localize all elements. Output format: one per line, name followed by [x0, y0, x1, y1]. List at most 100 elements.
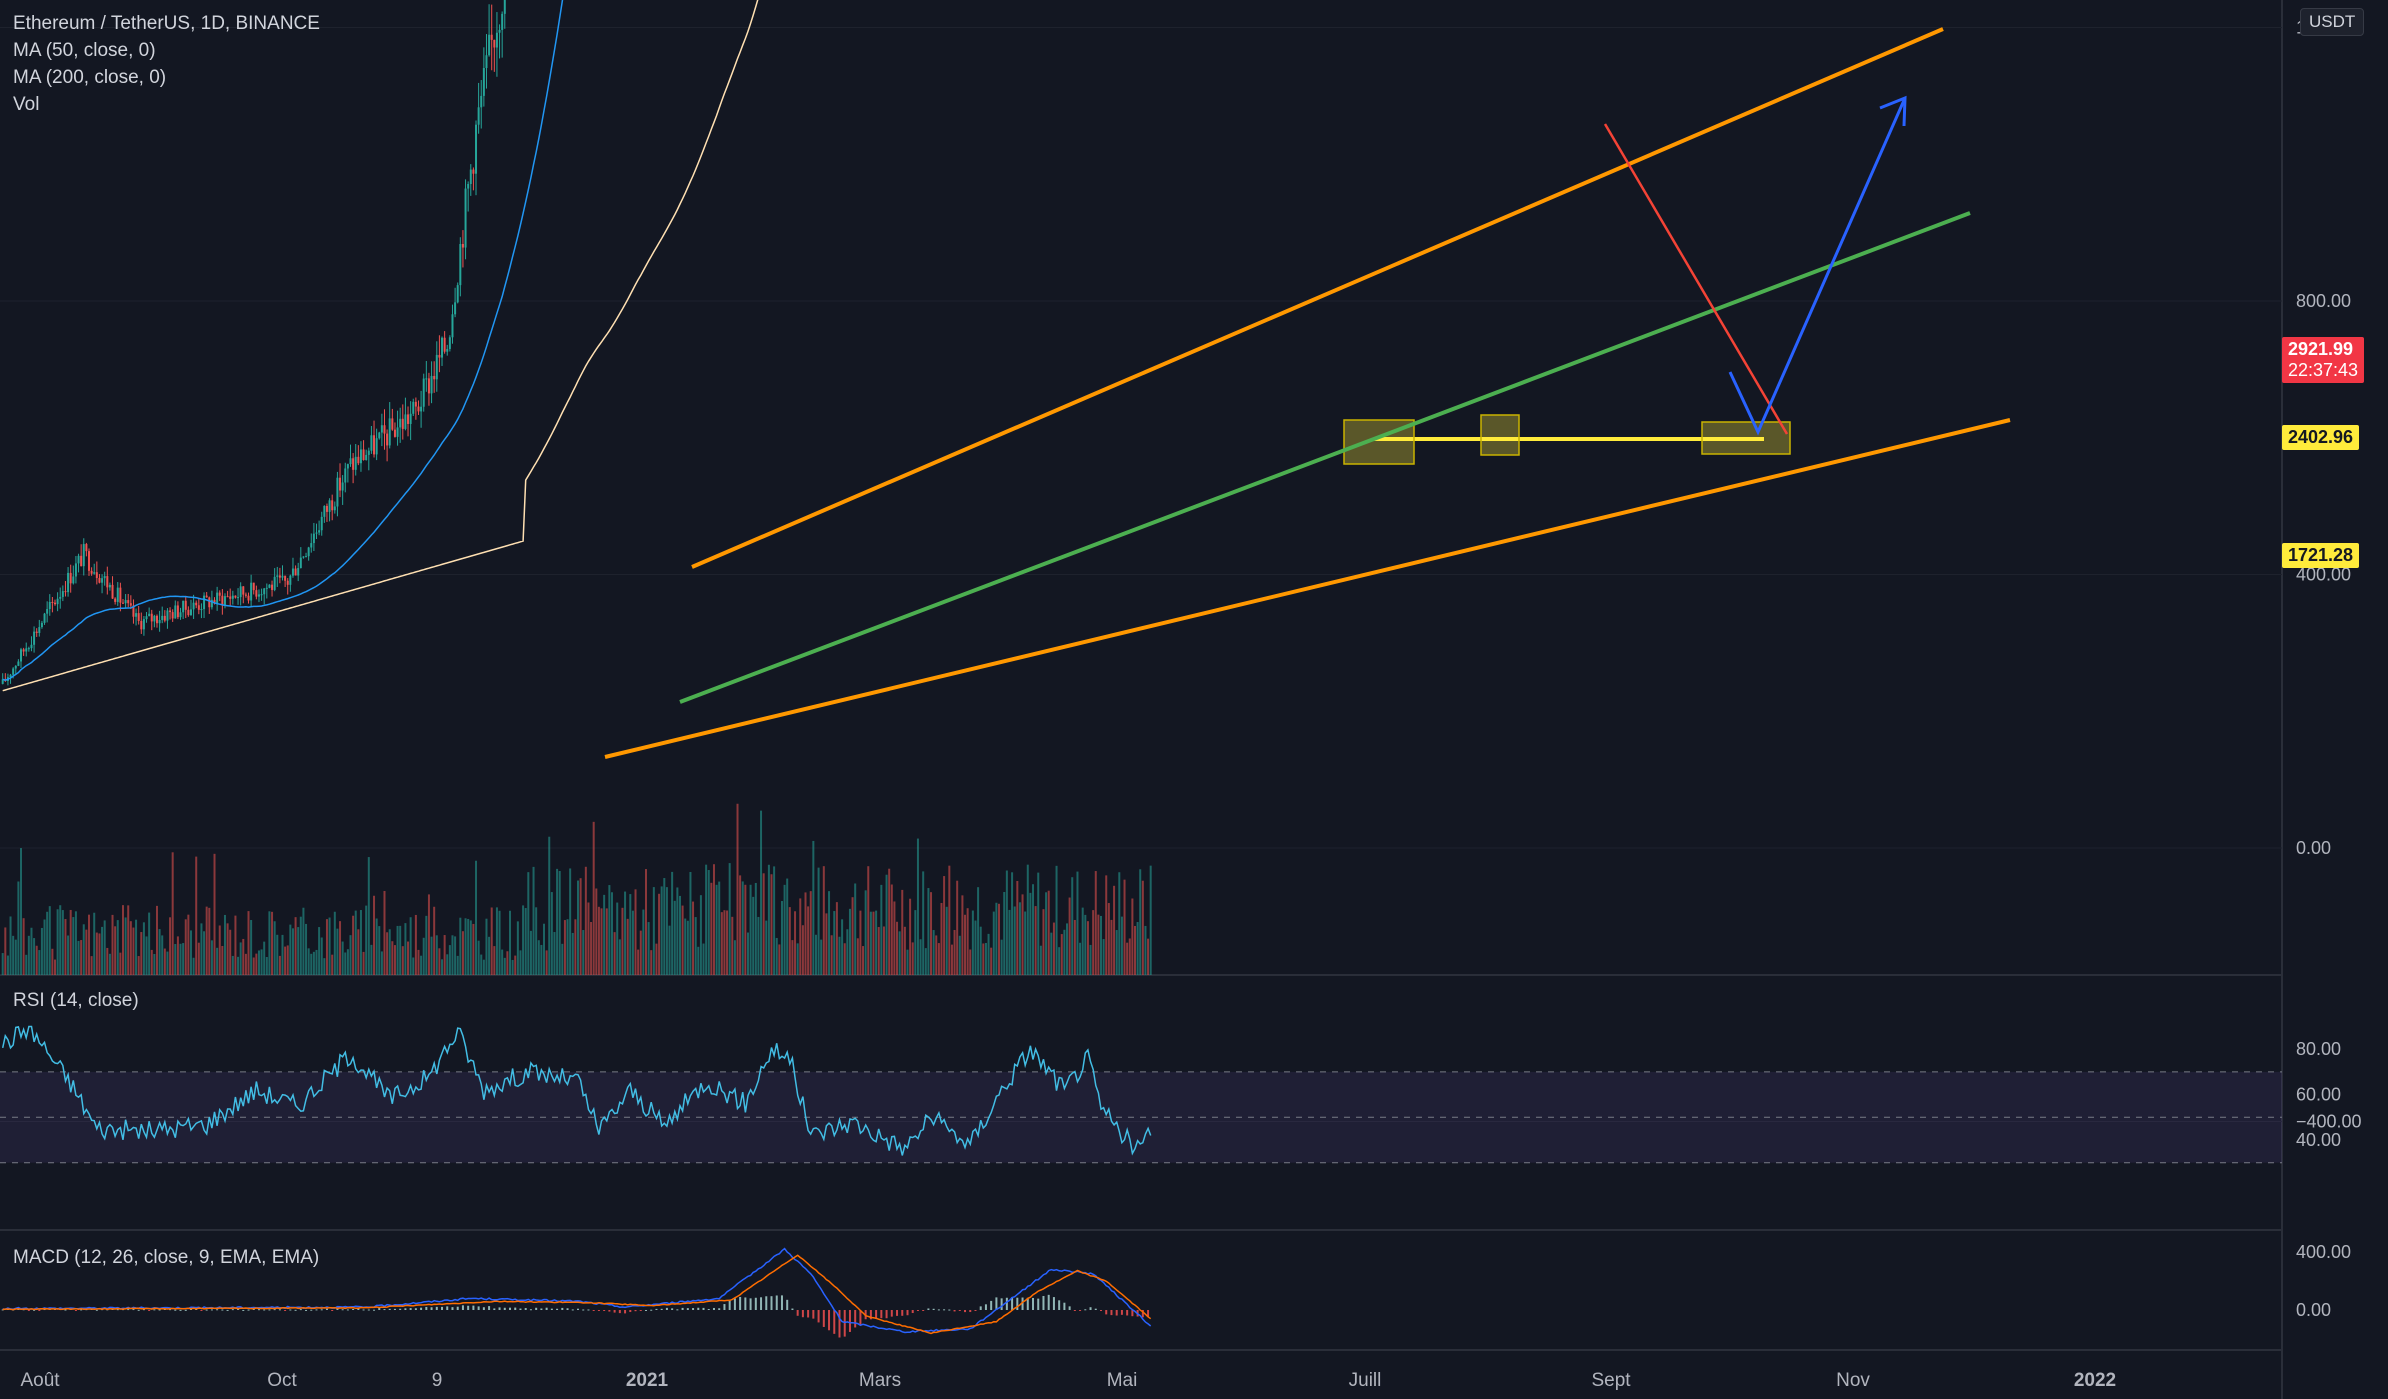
volume-bar — [9, 916, 12, 975]
candle-body — [17, 661, 20, 666]
macd-histogram-bar — [629, 1310, 632, 1313]
volume-bar — [341, 941, 344, 975]
volume-bar — [872, 911, 875, 975]
candle-body — [121, 602, 124, 604]
macd-histogram-bar — [833, 1310, 836, 1334]
volume-bar — [46, 911, 49, 975]
volume-bar — [563, 920, 566, 975]
volume-bar — [80, 940, 83, 975]
macd-histogram-bar — [639, 1310, 642, 1311]
signal-line — [2, 1254, 1152, 1335]
volume-bar — [746, 932, 749, 975]
volume-bar — [786, 878, 789, 975]
volume-bar — [417, 949, 420, 975]
volume-bar — [909, 898, 912, 975]
volume-bar — [851, 897, 854, 975]
symbol-title[interactable]: Ethereum / TetherUS, 1D, BINANCE — [13, 13, 320, 34]
volume-legend[interactable]: Vol — [13, 94, 40, 115]
volume-bar — [707, 870, 710, 975]
candle-body — [362, 449, 365, 460]
macd-legend[interactable]: MACD (12, 26, close, 9, EMA, EMA) — [13, 1247, 320, 1268]
volume-bar — [213, 853, 216, 975]
volume-bar — [226, 923, 229, 975]
macd-histogram-bar — [456, 1306, 459, 1310]
macd-histogram-bar — [723, 1304, 726, 1310]
candle-body — [375, 438, 378, 455]
rsi-legend[interactable]: RSI (14, close) — [13, 990, 139, 1011]
volume-bar — [767, 864, 770, 975]
volume-bar — [877, 927, 880, 975]
macd-histogram-bar — [95, 1309, 98, 1311]
volume-bar — [393, 945, 396, 975]
volume-bar — [1102, 939, 1105, 975]
price-axis[interactable]: −400.000.00400.00800.001200.001600.00200… — [2296, 0, 2362, 1320]
macd-histogram-bar — [409, 1308, 412, 1310]
candle-body — [370, 435, 373, 451]
volume-bar — [169, 917, 172, 975]
candle-body — [27, 648, 30, 650]
volume-bar — [616, 902, 619, 975]
volume-bar — [255, 953, 258, 975]
candle-body — [448, 337, 451, 349]
candle-body — [231, 595, 234, 599]
volume-bar — [189, 930, 192, 975]
candle-body — [74, 563, 77, 577]
rsi-tick-label: 80.00 — [2296, 1039, 2341, 1059]
trendline-drawings[interactable] — [0, 0, 2282, 759]
volume-bar — [320, 937, 323, 975]
volume-bar — [1008, 909, 1011, 975]
ma50-legend[interactable]: MA (50, close, 0) — [13, 40, 156, 61]
ma200-line — [2, 0, 759, 692]
macd-histogram-bar — [744, 1297, 747, 1310]
volume-bar — [482, 959, 485, 975]
volume-bar — [155, 905, 158, 975]
volume-bar — [775, 937, 778, 975]
macd-histogram-bar — [848, 1310, 851, 1332]
macd-histogram-bar — [875, 1310, 878, 1319]
candle-body — [305, 556, 308, 558]
volume-bar — [1050, 932, 1053, 975]
candle-body — [331, 500, 334, 511]
ma200-legend[interactable]: MA (200, close, 0) — [13, 67, 167, 88]
macd-histogram-bar — [231, 1309, 234, 1311]
volume-bar — [647, 922, 650, 975]
macd-histogram-bar — [1147, 1310, 1150, 1318]
volume-bar — [352, 915, 355, 975]
candle-body — [234, 595, 237, 598]
candle-body — [488, 34, 491, 56]
volume-bar — [543, 923, 546, 975]
volume-bar — [237, 956, 240, 975]
volume-bar — [4, 927, 7, 975]
volume-bar — [179, 943, 182, 975]
macd-histogram-bar — [451, 1307, 454, 1310]
candle-body — [82, 544, 85, 567]
macd-histogram-bar — [838, 1310, 841, 1338]
volume-bar — [430, 936, 433, 975]
time-tick-label: 9 — [432, 1370, 443, 1391]
candle-body — [187, 609, 190, 616]
volume-bar — [174, 944, 177, 975]
time-tick-label: 2021 — [626, 1370, 669, 1391]
volume-bar — [804, 892, 807, 975]
volume-bar — [681, 905, 684, 975]
volume-bar — [728, 863, 731, 975]
currency-selector[interactable]: USDT — [2300, 8, 2365, 36]
time-axis[interactable]: Août Oct 9 2021 Mars Mai Juill Sept Nov 2022 — [20, 1370, 2116, 1391]
macd-histogram-bar — [906, 1310, 909, 1316]
volume-bar — [715, 884, 718, 975]
volume-bar — [665, 887, 668, 975]
volume-bar — [203, 931, 206, 975]
volume-bar — [1141, 880, 1144, 975]
macd-histogram-bar — [64, 1309, 67, 1311]
candle-body — [469, 169, 472, 184]
volume-bar — [919, 939, 922, 975]
macd-histogram-bar — [414, 1308, 417, 1310]
volume-bar — [731, 916, 734, 975]
volume-bar — [197, 942, 200, 975]
volume-bar — [422, 937, 425, 975]
macd-histogram-bar — [1105, 1310, 1108, 1315]
candle-body — [142, 619, 145, 630]
candle-body — [242, 586, 245, 595]
rsi-line — [1, 1025, 1152, 1156]
